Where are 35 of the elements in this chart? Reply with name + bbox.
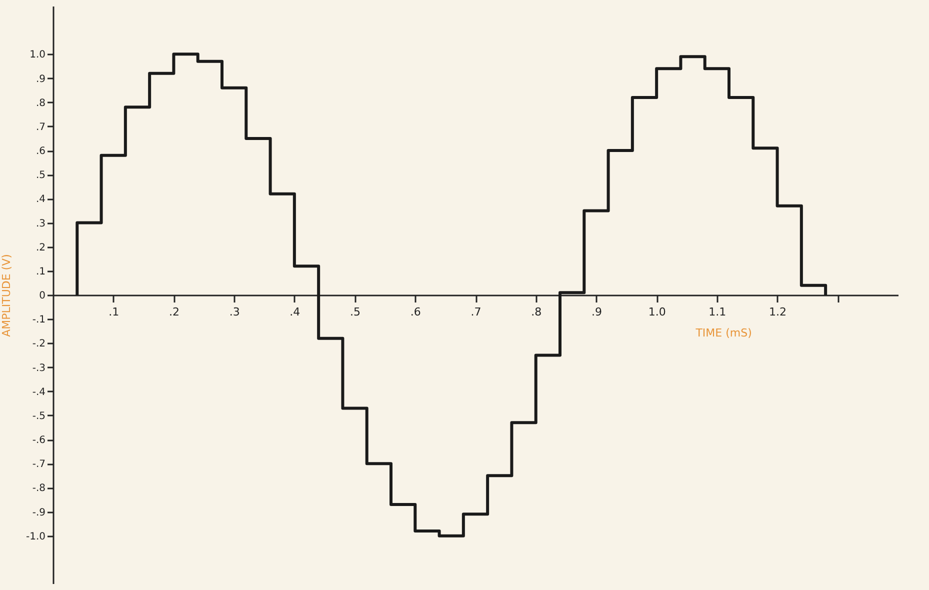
y-tick-label: -.9: [32, 507, 46, 518]
x-axis-title: TIME (mS): [694, 326, 752, 340]
y-tick-label: -.1: [32, 314, 46, 326]
x-tick-label: .3: [229, 306, 240, 318]
x-tick-label: .8: [531, 306, 542, 318]
y-tick-label: .4: [36, 194, 46, 206]
x-tick-label: .5: [350, 306, 361, 318]
y-tick-label: -.6: [32, 435, 46, 446]
y-tick-label: .8: [36, 98, 46, 109]
y-tick-label: -.3: [32, 362, 46, 374]
x-tick-label: 1.1: [708, 306, 726, 318]
y-tick-label: 0: [39, 290, 46, 302]
x-tick-label: .7: [470, 306, 482, 318]
x-tick-label: .1: [108, 306, 120, 318]
x-tick-label: .9: [591, 306, 602, 318]
x-tick-label: .4: [290, 306, 300, 318]
x-tick-label: .2: [168, 306, 180, 318]
x-tick-label: 1.2: [769, 306, 787, 318]
x-tick-label: .6: [410, 306, 421, 318]
y-tick-label: -.5: [32, 410, 46, 422]
y-axis-title: AMPLITUDE (V): [0, 254, 13, 337]
y-tick-label: -.4: [32, 386, 46, 398]
y-tick-label: .1: [36, 266, 46, 278]
y-tick-label: -.2: [32, 338, 46, 350]
y-tick-label: .2: [36, 242, 46, 254]
y-tick-label: -1.0: [26, 531, 46, 542]
y-tick-label: .7: [36, 122, 46, 133]
y-tick-label: 1.0: [30, 50, 46, 61]
y-tick-label: -.8: [32, 483, 46, 494]
x-tick-label: 1.0: [648, 306, 666, 318]
y-tick-label: .5: [36, 170, 46, 182]
y-tick-label: -.7: [32, 459, 46, 470]
y-tick-label: .6: [36, 146, 46, 157]
y-tick-label: .3: [36, 218, 46, 230]
y-tick-label: .9: [36, 74, 46, 85]
